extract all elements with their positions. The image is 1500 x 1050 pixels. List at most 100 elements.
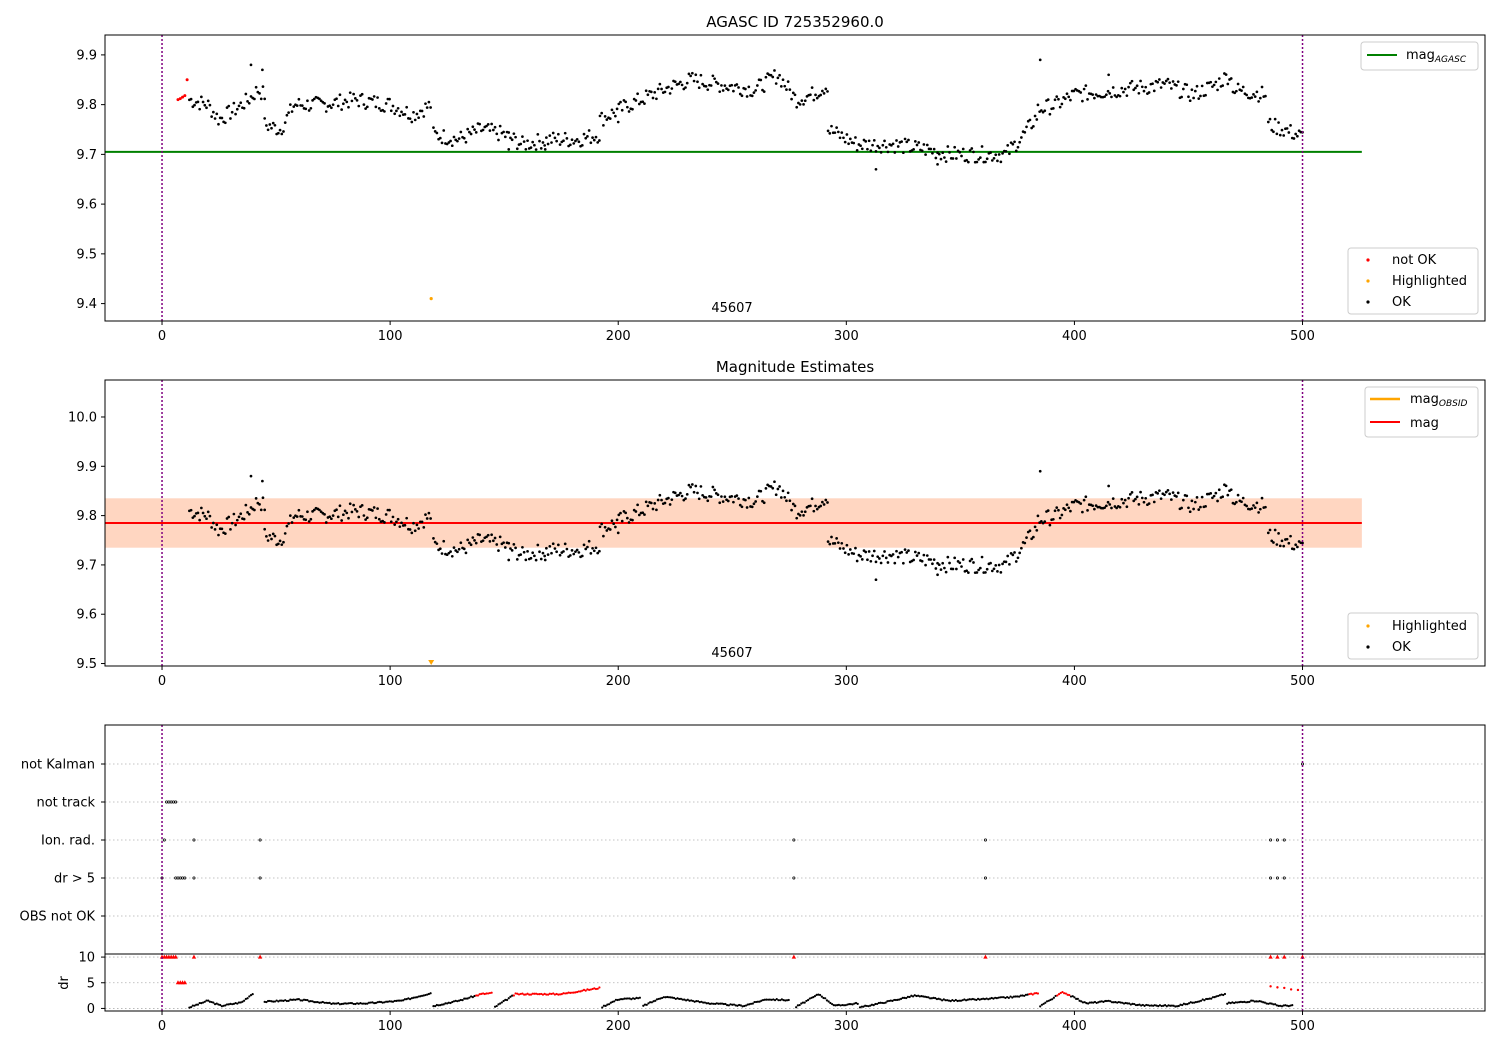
dr-point [521,992,524,995]
ok-point [603,525,607,529]
ok-point [989,151,992,154]
ok-point [553,136,557,140]
ok-point [994,563,998,567]
ok-point [814,504,817,508]
legend-label-highlighted: Highlighted [1392,274,1467,289]
dr-point [1258,1000,1261,1003]
dr-point [777,999,780,1002]
ok-point [261,496,265,500]
ok-point [191,516,195,520]
ok-point [357,104,361,108]
ok-point [617,102,621,106]
ok-point [1020,546,1023,550]
dr-point [391,1000,395,1003]
dr-point [966,998,969,1001]
dr-point [553,993,557,996]
dr-point [891,999,894,1002]
ok-point [610,108,614,112]
dr-point [1004,996,1007,1000]
dr-point [342,1002,345,1005]
ok-point [1280,128,1284,132]
ok-point [1253,95,1257,98]
dr-point [944,999,947,1002]
ok-point [438,547,442,551]
dr-outlier-point [191,954,197,959]
ok-point [1014,560,1018,563]
ok-point [1142,89,1146,93]
ok-point [307,109,311,112]
ok-point [594,135,598,139]
dr-point [1121,1001,1124,1004]
dr-point [997,996,1000,999]
ok-point [1091,93,1095,96]
ok-point [405,105,409,109]
dr-point [229,1002,232,1005]
ok-point [781,78,785,82]
ok-point [1292,137,1296,140]
dr-point [343,1002,347,1005]
ok-point [1199,505,1202,509]
dr-point [1126,1002,1129,1005]
dr-point [983,997,986,1001]
ok-point [732,89,735,93]
ok-point [771,75,775,79]
flag-point [169,800,173,804]
x-tick-label: 200 [606,1019,631,1034]
ok-point [1127,496,1130,500]
ok-point [348,91,352,95]
ok-point [258,503,261,506]
ok-point [1158,78,1161,81]
ok-point [627,521,631,524]
legend-label-agasc: magAGASC [1406,48,1467,65]
dr-point [1208,997,1211,1000]
legend-label-ok: OK [1392,295,1411,310]
ok-point [201,100,205,104]
ok-point [852,552,856,556]
ok-point [546,553,550,556]
ok-point [352,503,355,507]
ok-point [1014,149,1018,153]
panel1-obsid-label: 45607 [711,301,752,316]
ok-point [1193,89,1197,93]
dr-point [738,1003,741,1007]
dr-point [761,998,765,1002]
dr-point [882,1001,886,1005]
ok-point [790,97,793,101]
ok-point [1008,152,1011,156]
flag-point [983,876,987,880]
dr-point [1213,996,1216,999]
ok-point [1011,553,1015,557]
ok-point [989,561,992,565]
ok-point [730,494,734,498]
ok-point [217,533,220,537]
ok-point [977,158,980,161]
ok-point [958,150,962,154]
ok-point [925,143,929,147]
ok-point [1063,97,1067,101]
dr-point [1229,1002,1232,1005]
dr-outlier-point [257,954,263,959]
ok-point [1043,520,1047,524]
ok-point [773,480,776,484]
ok-point [864,550,868,554]
ok-point [247,512,251,516]
dr-point [1177,1004,1180,1008]
ok-point [198,518,202,522]
dr-point [631,997,635,1000]
dr-point [487,992,490,995]
ok-point [819,93,823,97]
dr-point [1047,999,1050,1002]
ok-point [667,85,670,89]
ok-point [1006,554,1010,558]
x-tick-label: 500 [1290,329,1315,344]
dr-point [994,996,997,999]
ok-point [1011,142,1015,146]
dr-point [335,1002,338,1005]
ok-point [612,111,616,115]
dr-point [1220,993,1223,996]
dr-point [896,998,899,1001]
ok-point [824,87,828,91]
dr-point [655,998,659,1001]
ok-point [312,97,316,101]
